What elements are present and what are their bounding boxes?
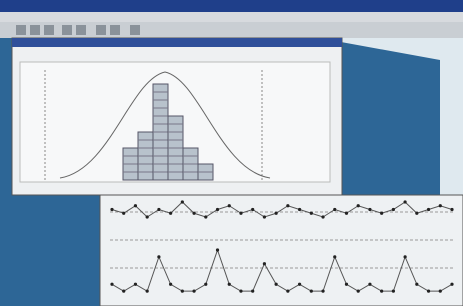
data-point <box>251 208 254 211</box>
window-title-bar[interactable] <box>12 38 342 47</box>
data-point <box>181 200 184 203</box>
data-point <box>298 208 301 211</box>
data-point <box>192 212 195 215</box>
data-point <box>157 208 160 211</box>
tool-button[interactable] <box>62 25 72 35</box>
data-point <box>251 290 254 293</box>
data-point <box>404 200 407 203</box>
data-point <box>275 283 278 286</box>
screen <box>0 0 463 306</box>
tool-button[interactable] <box>30 25 40 35</box>
tool-button[interactable] <box>110 25 120 35</box>
desktop <box>0 0 463 306</box>
data-point <box>415 283 418 286</box>
title-bar <box>0 0 463 12</box>
data-point <box>286 204 289 207</box>
data-point <box>357 204 360 207</box>
data-point <box>122 212 125 215</box>
data-point <box>439 290 442 293</box>
data-point <box>192 290 195 293</box>
data-point <box>169 212 172 215</box>
data-point <box>275 212 278 215</box>
data-point <box>298 283 301 286</box>
data-point <box>427 208 430 211</box>
data-point <box>321 290 324 293</box>
data-point <box>345 283 348 286</box>
data-point <box>333 208 336 211</box>
data-point <box>181 290 184 293</box>
data-point <box>228 204 231 207</box>
data-point <box>286 290 289 293</box>
data-point <box>239 212 242 215</box>
tool-button[interactable] <box>44 25 54 35</box>
data-point <box>263 262 266 265</box>
data-point <box>216 248 219 251</box>
data-point <box>380 290 383 293</box>
data-point <box>146 215 149 218</box>
data-point <box>310 290 313 293</box>
data-point <box>380 212 383 215</box>
data-point <box>404 255 407 258</box>
data-point <box>450 283 453 286</box>
data-point <box>321 215 324 218</box>
data-point <box>216 208 219 211</box>
tool-button[interactable] <box>96 25 106 35</box>
data-point <box>368 283 371 286</box>
data-point <box>345 212 348 215</box>
data-point <box>333 255 336 258</box>
data-point <box>134 283 137 286</box>
data-point <box>368 208 371 211</box>
data-point <box>204 215 207 218</box>
menu-bar <box>0 12 463 22</box>
tool-button[interactable] <box>130 25 140 35</box>
data-point <box>357 290 360 293</box>
data-point <box>146 290 149 293</box>
tool-button[interactable] <box>76 25 86 35</box>
data-point <box>415 212 418 215</box>
data-point <box>110 208 113 211</box>
data-point <box>439 204 442 207</box>
data-point <box>450 208 453 211</box>
data-point <box>239 290 242 293</box>
data-point <box>263 215 266 218</box>
tool-button[interactable] <box>16 25 26 35</box>
data-point <box>169 283 172 286</box>
data-point <box>310 212 313 215</box>
data-point <box>427 290 430 293</box>
data-point <box>392 290 395 293</box>
data-point <box>392 208 395 211</box>
data-point <box>204 283 207 286</box>
data-point <box>110 283 113 286</box>
data-point <box>122 290 125 293</box>
data-point <box>157 255 160 258</box>
data-point <box>134 204 137 207</box>
data-point <box>228 283 231 286</box>
